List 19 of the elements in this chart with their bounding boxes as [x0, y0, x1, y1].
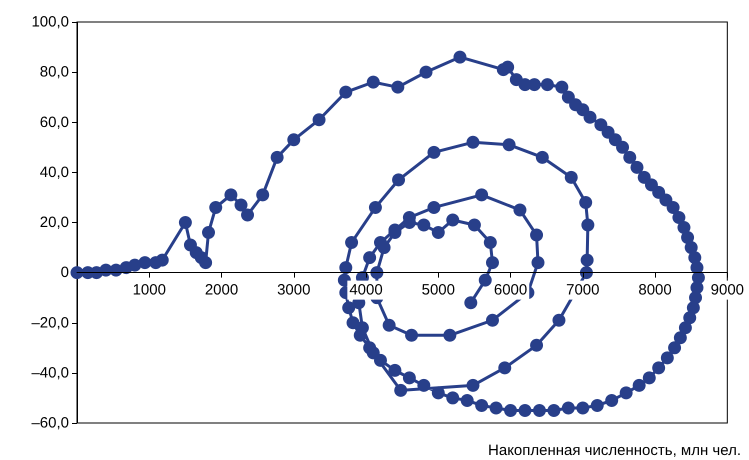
- x-tick-label: 2000: [204, 282, 238, 299]
- x-tick-label: 9000: [710, 282, 744, 299]
- x-tick-label: 5000: [422, 282, 455, 299]
- x-tick-label: 6000: [494, 282, 528, 299]
- y-tick-label: –40,0: [31, 364, 69, 382]
- x-tick-label: 7000: [566, 282, 600, 299]
- x-tick-label: 8000: [638, 282, 672, 299]
- y-tick-label: 0: [60, 264, 69, 282]
- y-tick-label: 40,0: [40, 164, 69, 181]
- y-tick-label: 60,0: [40, 114, 69, 131]
- y-tick-label: –20,0: [31, 314, 69, 332]
- y-tick-label: 80,0: [40, 64, 69, 81]
- x-tick-label: 4000: [349, 282, 383, 299]
- y-tick-label: 100,0: [31, 14, 69, 30]
- x-tick-label: 1000: [132, 282, 166, 299]
- y-tick-label: 20,0: [40, 214, 69, 231]
- x-tick-label: 3000: [277, 282, 310, 299]
- y-tick-label: –60,0: [31, 414, 69, 432]
- x-axis-title: Накопленная численность, млн чел.: [488, 442, 742, 459]
